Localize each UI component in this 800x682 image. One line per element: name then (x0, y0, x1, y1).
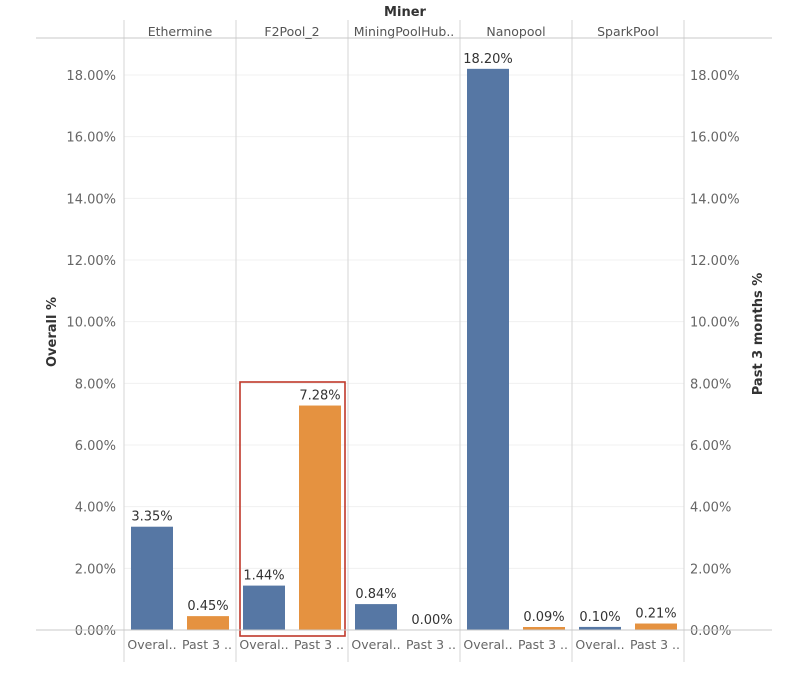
bar[interactable] (187, 616, 229, 630)
y-tick-right: 0.00% (690, 624, 731, 639)
measure-label: Past 3 .. (182, 637, 232, 652)
y-tick-right: 8.00% (690, 377, 731, 392)
measure-label: Overal.. (575, 637, 624, 652)
measure-label: Overal.. (239, 637, 288, 652)
y-tick-left: 16.00% (66, 131, 116, 146)
bar-value-label: 0.09% (523, 610, 564, 625)
y-tick-left: 14.00% (66, 192, 116, 207)
y-tick-left: 2.00% (75, 562, 116, 577)
y-tick-left: 18.00% (66, 69, 116, 84)
y-tick-right: 18.00% (690, 69, 740, 84)
y-axis-left-title: Overall % (45, 297, 60, 367)
bar[interactable] (299, 405, 341, 630)
y-tick-left: 0.00% (75, 624, 116, 639)
y-tick-right: 6.00% (690, 439, 731, 454)
category-header: F2Pool_2 (264, 24, 319, 39)
y-tick-right: 2.00% (690, 562, 731, 577)
measure-label: Overal.. (463, 637, 512, 652)
y-tick-right: 4.00% (690, 501, 731, 516)
gridlines (124, 74, 684, 631)
y-tick-left: 8.00% (75, 377, 116, 392)
y-tick-left: 6.00% (75, 439, 116, 454)
bar-value-label: 0.45% (187, 599, 228, 614)
measure-label: Past 3 .. (406, 637, 456, 652)
column-axis-title: Miner (384, 5, 426, 20)
y-tick-right: 14.00% (690, 192, 740, 207)
bar[interactable] (523, 627, 565, 630)
bars[interactable] (131, 68, 677, 631)
measure-label: Overal.. (351, 637, 400, 652)
bar[interactable] (467, 68, 509, 631)
bar[interactable] (131, 526, 173, 630)
y-tick-right: 10.00% (690, 316, 740, 331)
highlight-box (239, 381, 346, 637)
column-dividers (123, 20, 685, 662)
y-tick-left: 12.00% (66, 254, 116, 269)
bar[interactable] (579, 626, 621, 630)
axes: 0.00% 0.00% 2.00% 2.00% 4.00% 4.00% 6.00% 6.00%… (36, 24, 772, 652)
y-tick-left: 4.00% (75, 501, 116, 516)
bar-value-label: 7.28% (299, 389, 340, 404)
category-header: Ethermine (148, 24, 213, 39)
bar[interactable] (243, 585, 285, 630)
bar-value-label: 0.00% (411, 613, 452, 628)
y-axis-right-title: Past 3 months % (751, 273, 766, 396)
data-labels: 3.35% 0.45% 1.44% 7.28% 0.84% 0.00% 18.20% 0.09… (131, 52, 677, 637)
bar[interactable] (355, 604, 397, 630)
y-tick-right: 12.00% (690, 254, 740, 269)
measure-label: Past 3 .. (630, 637, 680, 652)
measure-label: Past 3 .. (518, 637, 568, 652)
bar-value-label: 18.20% (463, 52, 513, 67)
bar-value-label: 0.84% (355, 587, 396, 602)
y-tick-left: 10.00% (66, 316, 116, 331)
bar[interactable] (635, 623, 677, 630)
bar-value-label: 1.44% (243, 569, 284, 584)
measure-label: Past 3 .. (294, 637, 344, 652)
category-header: SparkPool (597, 24, 659, 39)
bar-value-label: 3.35% (131, 510, 172, 525)
y-tick-right: 16.00% (690, 131, 740, 146)
category-header: Nanopool (486, 24, 545, 39)
category-header: MiningPoolHub.. (354, 24, 455, 39)
bar-value-label: 0.10% (579, 610, 620, 625)
bar-value-label: 0.21% (635, 607, 676, 622)
measure-label: Overal.. (127, 637, 176, 652)
